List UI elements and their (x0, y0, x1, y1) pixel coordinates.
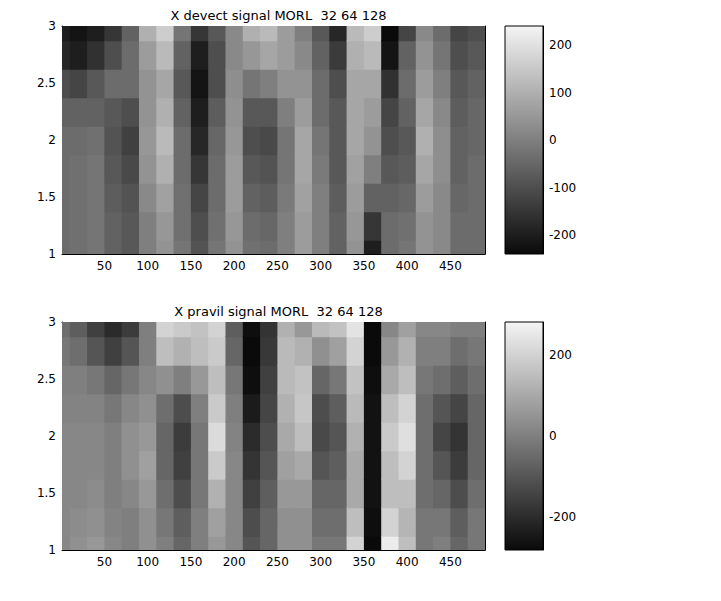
svg-text:350: 350 (352, 555, 375, 569)
svg-text:1.5: 1.5 (37, 190, 56, 204)
svg-text:200: 200 (223, 555, 246, 569)
svg-text:1: 1 (48, 543, 56, 557)
svg-text:0: 0 (549, 429, 557, 443)
svg-text:X devect signal MORL 32 64 12: X devect signal MORL 32 64 128 (170, 8, 386, 23)
svg-text:100: 100 (136, 259, 159, 273)
svg-text:250: 250 (266, 259, 289, 273)
svg-text:400: 400 (396, 259, 419, 273)
svg-text:2.5: 2.5 (37, 372, 56, 386)
svg-text:200: 200 (223, 259, 246, 273)
svg-text:200: 200 (549, 348, 572, 362)
svg-text:2: 2 (48, 429, 56, 443)
svg-text:-200: -200 (549, 510, 576, 524)
svg-text:1: 1 (48, 247, 56, 261)
svg-text:3: 3 (48, 19, 56, 33)
svg-text:200: 200 (549, 38, 572, 52)
svg-text:300: 300 (309, 259, 332, 273)
svg-text:150: 150 (179, 555, 202, 569)
svg-text:2: 2 (48, 133, 56, 147)
svg-text:50: 50 (97, 555, 112, 569)
svg-text:150: 150 (179, 259, 202, 273)
svg-text:400: 400 (396, 555, 419, 569)
svg-text:3: 3 (48, 315, 56, 329)
svg-text:X pravil signal MORL 32 64 12: X pravil signal MORL 32 64 128 (174, 304, 382, 319)
svg-text:-200: -200 (549, 228, 576, 242)
svg-text:350: 350 (352, 259, 375, 273)
svg-text:250: 250 (266, 555, 289, 569)
svg-text:100: 100 (136, 555, 159, 569)
svg-text:450: 450 (439, 555, 462, 569)
svg-text:300: 300 (309, 555, 332, 569)
svg-text:2.5: 2.5 (37, 76, 56, 90)
svg-text:450: 450 (439, 259, 462, 273)
svg-text:1.5: 1.5 (37, 486, 56, 500)
svg-text:0: 0 (549, 133, 557, 147)
svg-text:50: 50 (97, 259, 112, 273)
svg-text:-100: -100 (549, 181, 576, 195)
svg-text:100: 100 (549, 86, 572, 100)
